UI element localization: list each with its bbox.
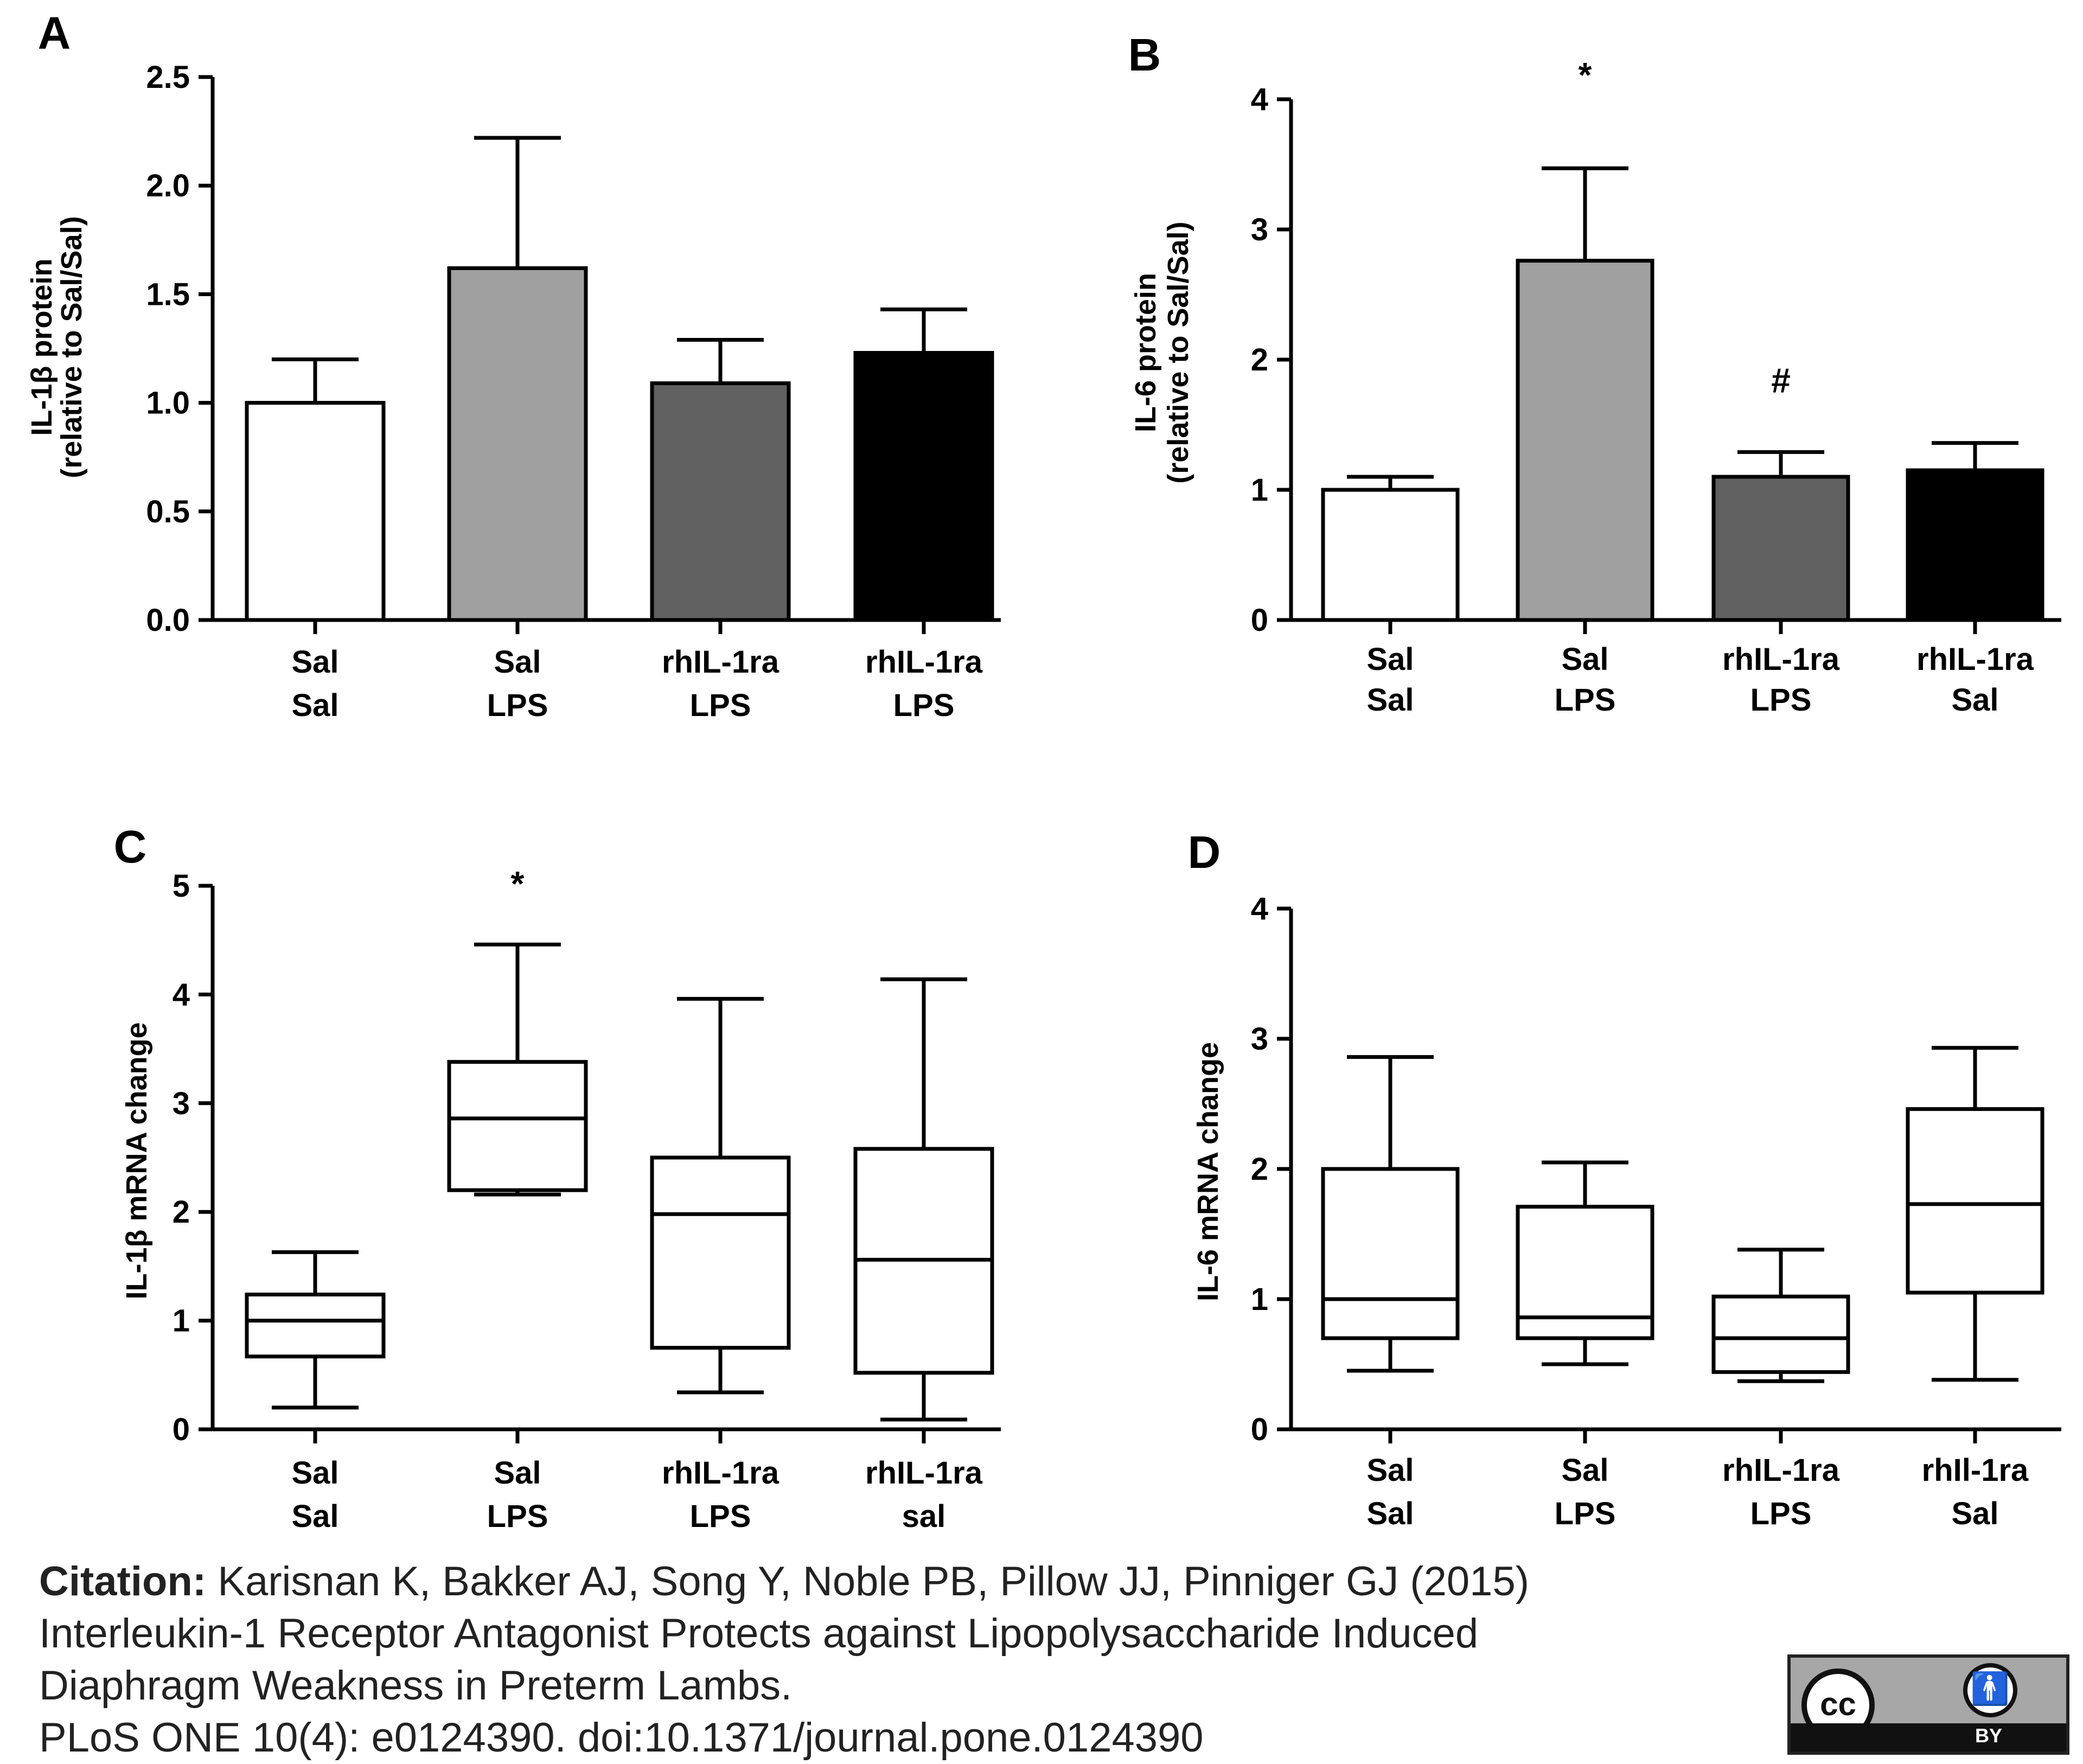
- box: [245, 1293, 386, 1359]
- category-label-top: rhIL-1ra: [662, 644, 779, 680]
- citation-line-1: Citation: Karisnan K, Bakker AJ, Song Y,…: [39, 1556, 1748, 1608]
- y-axis-label: IL-1β protein: [25, 259, 58, 436]
- category-label-top: rhIL-1ra: [1722, 1453, 1840, 1488]
- citation-line-2: Interleukin-1 Receptor Antagonist Protec…: [39, 1610, 1479, 1657]
- panel-letter: C: [114, 821, 147, 872]
- category-label-bottom: Sal: [1366, 682, 1414, 718]
- y-tick-label: 0.0: [146, 603, 190, 638]
- bar: [1906, 468, 2044, 622]
- category-label-top: rhIL-1ra: [1916, 642, 2034, 677]
- box: [650, 1155, 791, 1350]
- person-icon: 🚹: [1963, 1663, 2017, 1717]
- bar: [853, 351, 994, 622]
- category-label-bottom: LPS: [487, 1499, 548, 1534]
- y-tick-label: 0: [1251, 603, 1268, 638]
- y-tick-label: 4: [172, 977, 190, 1012]
- bar: [1711, 475, 1850, 622]
- figure-canvas: A0.00.51.01.52.02.5IL-1β protein(relativ…: [25, 8, 2061, 1534]
- cc-license-badge[interactable]: cc 🚹 BY: [1787, 1654, 2069, 1755]
- panel-b: B 0 1 2 3 4 IL-6 protein (relative to Sal/Sal) S…: [1128, 29, 2061, 718]
- category-label-bottom: sal: [902, 1499, 946, 1534]
- y-tick-label: 1: [172, 1303, 190, 1339]
- y-axis-label-line2: (relative to Sal/Sal): [1162, 221, 1194, 483]
- category-label-bottom: LPS: [690, 688, 751, 723]
- significance-marker: #: [1771, 361, 1791, 400]
- citation-block: Citation: Karisnan K, Bakker AJ, Song Y,…: [39, 1556, 1748, 1764]
- box: [447, 1060, 588, 1192]
- y-tick-label: 2: [172, 1194, 190, 1230]
- by-label: BY: [1975, 1724, 2002, 1747]
- category-label-top: rhIL-1ra: [662, 1455, 779, 1491]
- category-label-top: Sal: [1366, 1453, 1414, 1488]
- box: [1711, 1294, 1850, 1374]
- category-label-bottom: Sal: [291, 688, 338, 723]
- y-tick-label: 3: [172, 1086, 190, 1121]
- category-label-top: Sal: [1366, 642, 1414, 677]
- category-label-bottom: Sal: [1951, 1496, 1998, 1531]
- citation-line-3: Diaphragm Weakness in Preterm Lambs.: [39, 1663, 793, 1709]
- category-label-bottom: Sal: [291, 1499, 338, 1534]
- category-label-bottom: LPS: [1750, 682, 1812, 718]
- y-tick-label: 1: [1251, 1282, 1268, 1317]
- category-label-top: Sal: [494, 644, 541, 680]
- significance-marker: *: [1579, 55, 1592, 94]
- citation-authors: Karisnan K, Bakker AJ, Song Y, Noble PB,…: [206, 1558, 1530, 1605]
- y-tick-label: 1: [1251, 472, 1268, 508]
- y-tick-label: 2: [1251, 342, 1268, 378]
- y-tick-label: 0.5: [146, 494, 190, 529]
- category-label-bottom: Sal: [1366, 1496, 1414, 1531]
- bar: [1321, 488, 1460, 622]
- y-axis-label: IL-6 mRNA change: [1192, 1042, 1224, 1301]
- panel-letter: D: [1188, 827, 1221, 878]
- panel-letter: A: [38, 8, 71, 59]
- category-label-top: rhIl-1ra: [1922, 1453, 2029, 1488]
- panel-d: D 0 1 2 3 4 IL-6 mRNA change Sal Sal Sal LPS rhIL-1…: [1188, 827, 2061, 1531]
- panel-c: C 0 1 2 3 4 5 IL-1β mRNA change Sal Sal Sal LPS rhIL…: [114, 821, 1001, 1534]
- category-label-top: rhIL-1ra: [865, 644, 983, 680]
- y-tick-label: 4: [1251, 82, 1268, 117]
- y-tick-label: 5: [172, 868, 190, 904]
- badge-strip: [1791, 1723, 2066, 1752]
- significance-marker: *: [511, 864, 525, 903]
- category-label-top: Sal: [494, 1455, 541, 1491]
- y-axis-label: IL-1β mRNA change: [120, 1022, 153, 1299]
- category-label-bottom: Sal: [1951, 682, 1998, 718]
- y-tick-label: 2: [1251, 1152, 1268, 1187]
- box: [1321, 1167, 1460, 1340]
- category-label-top: Sal: [291, 644, 338, 680]
- y-tick-label: 1.0: [146, 386, 190, 421]
- citation-line-4: PLoS ONE 10(4): e0124390. doi:10.1371/jo…: [39, 1715, 1204, 1761]
- panel-a: A 0.0 0.5 1.0 1.5 2.0 2.5 IL-1β protein(relativ…: [25, 8, 1001, 723]
- category-label-top: rhIL-1ra: [1722, 642, 1840, 677]
- citation-lead: Citation:: [39, 1558, 207, 1605]
- y-tick-label: 2.0: [146, 168, 190, 203]
- y-tick-label: 3: [1251, 212, 1268, 247]
- y-tick-label: 0: [1251, 1412, 1268, 1447]
- y-tick-label: 4: [1251, 891, 1268, 926]
- category-label-top: Sal: [1561, 1453, 1608, 1488]
- category-label-bottom: LPS: [1555, 1496, 1616, 1531]
- category-label-bottom: LPS: [487, 688, 548, 723]
- category-label-bottom: LPS: [690, 1499, 751, 1534]
- y-axis-label: IL-6 protein: [1129, 273, 1162, 432]
- category-label-top: Sal: [1561, 642, 1608, 677]
- bar: [245, 401, 386, 622]
- bar: [650, 381, 791, 622]
- y-tick-label: 2.5: [146, 60, 190, 95]
- category-label-top: Sal: [291, 1455, 338, 1491]
- category-label-bottom: LPS: [893, 688, 955, 723]
- box: [1906, 1107, 2044, 1295]
- bar: [1516, 259, 1654, 622]
- y-tick-label: 3: [1251, 1021, 1268, 1057]
- y-tick-label: 0: [172, 1412, 190, 1447]
- bar: [447, 266, 588, 622]
- y-axis-label-line2: (relative to Sal/Sal): [55, 216, 88, 478]
- category-label-top: rhIL-1ra: [865, 1455, 983, 1491]
- category-label-bottom: LPS: [1555, 682, 1616, 718]
- y-tick-label: 1.5: [146, 277, 190, 312]
- panel-letter: B: [1128, 29, 1161, 80]
- category-label-bottom: LPS: [1750, 1496, 1812, 1531]
